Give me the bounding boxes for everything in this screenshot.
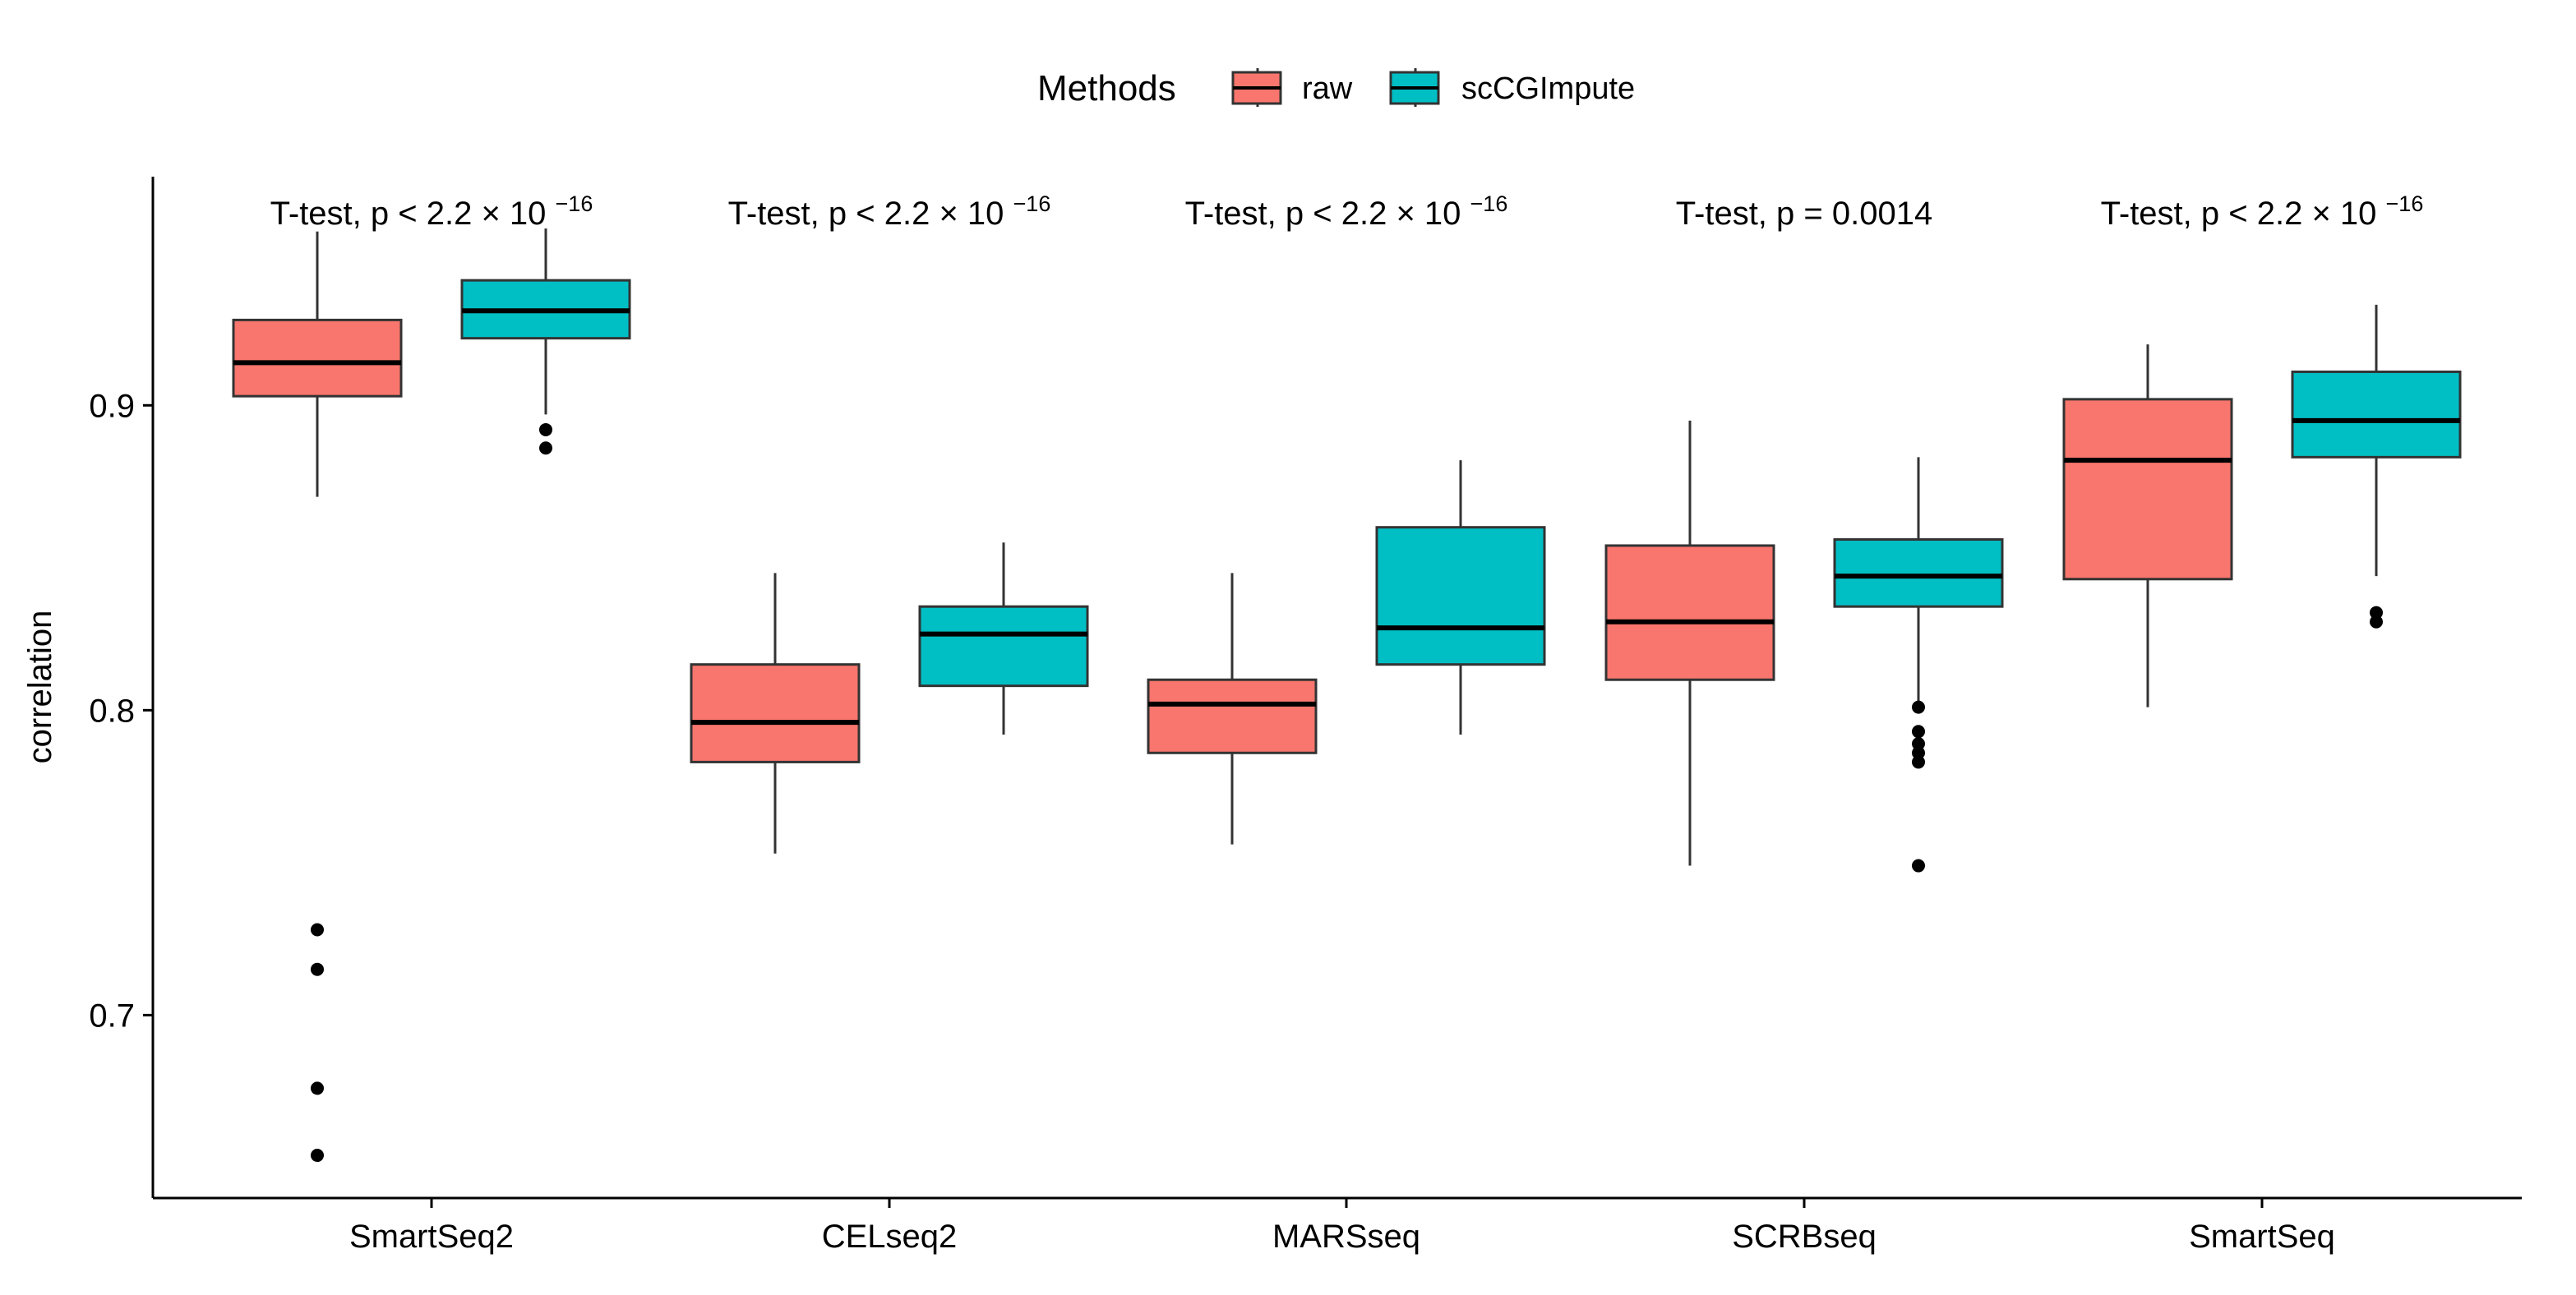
- box-raw-smartseq2: [232, 318, 403, 398]
- box-raw-marsseq: [1147, 678, 1318, 754]
- outlier-raw-smartseq2-3: [311, 1149, 324, 1163]
- x-tick-label-smartseq: SmartSeq: [2189, 1219, 2335, 1255]
- outlier-sccgimpute-scrbseq-4: [1912, 755, 1925, 769]
- outlier-sccgimpute-scrbseq-5: [1912, 859, 1925, 873]
- annotation-scrbseq-text: T-test, p = 0.0014: [1676, 196, 1932, 232]
- annotation-marsseq-text: T-test, p < 2.2 × 10: [1185, 196, 1461, 232]
- annotation-marsseq-exponent: −16: [1470, 191, 1508, 216]
- box-sccgimpute-smartseq: [2291, 370, 2462, 459]
- annotation-smartseq2: T-test, p < 2.2 × 10 −16: [270, 191, 593, 232]
- annotation-celseq2: T-test, p < 2.2 × 10 −16: [728, 191, 1051, 232]
- annotation-celseq2-text: T-test, p < 2.2 × 10: [728, 196, 1004, 232]
- legend-key-sccgimpute: [1389, 68, 1440, 107]
- legend-title: Methods: [1037, 68, 1176, 108]
- outlier-sccgimpute-scrbseq-2: [1912, 737, 1925, 751]
- annotation-smartseq-text: T-test, p < 2.2 × 10: [2101, 196, 2377, 232]
- box-raw-smartseq: [2062, 398, 2233, 581]
- annotation-smartseq2-text: T-test, p < 2.2 × 10: [270, 196, 547, 232]
- annotation-smartseq: T-test, p < 2.2 × 10 −16: [2101, 191, 2424, 232]
- box-sccgimpute-scrbseq: [1833, 538, 2004, 608]
- x-tick-label-smartseq2: SmartSeq2: [349, 1219, 514, 1255]
- box-raw-celseq2: [690, 663, 861, 763]
- outlier-sccgimpute-smartseq2-0: [539, 422, 552, 436]
- box-sccgimpute-marsseq: [1375, 526, 1546, 666]
- box-raw-scrbseq: [1604, 544, 1775, 681]
- box-sccgimpute-celseq2: [918, 605, 1089, 688]
- y-ticks: 0.7 0.8 0.9: [89, 388, 153, 1034]
- legend-label-raw: raw: [1302, 71, 1353, 106]
- outlier-sccgimpute-scrbseq-3: [1912, 746, 1925, 760]
- annotation-celseq2-exponent: −16: [1013, 191, 1051, 216]
- annotations: T-test, p < 2.2 × 10 −16 T-test, p < 2.2…: [270, 191, 2424, 232]
- outlier-sccgimpute-scrbseq-1: [1912, 725, 1925, 739]
- annotation-scrbseq: T-test, p = 0.0014: [1676, 196, 1932, 232]
- annotation-smartseq-exponent: −16: [2386, 191, 2424, 216]
- legend-key-raw: [1231, 68, 1282, 107]
- outlier-sccgimpute-smartseq-0: [2370, 606, 2383, 620]
- outlier-sccgimpute-smartseq2-1: [539, 441, 552, 455]
- legend: Methods raw scCGImpute: [1037, 68, 1635, 108]
- y-tick-label-1: 0.8: [89, 693, 135, 729]
- outlier-raw-smartseq2-2: [311, 1081, 324, 1095]
- outlier-sccgimpute-scrbseq-0: [1912, 700, 1925, 714]
- legend-label-sccgimpute: scCGImpute: [1461, 71, 1635, 106]
- annotation-marsseq: T-test, p < 2.2 × 10 −16: [1185, 191, 1508, 232]
- y-tick-label-0: 0.7: [89, 998, 135, 1034]
- x-ticks: SmartSeq2 CELseq2 MARSseq SCRBseq SmartS…: [349, 1198, 2335, 1255]
- x-tick-label-marsseq: MARSseq: [1272, 1219, 1420, 1255]
- outlier-raw-smartseq2-0: [311, 923, 324, 937]
- annotation-smartseq2-exponent: −16: [556, 191, 593, 216]
- x-tick-label-celseq2: CELseq2: [822, 1219, 958, 1255]
- y-tick-label-2: 0.9: [89, 388, 135, 424]
- y-axis-title: correlation: [22, 611, 58, 764]
- outlier-raw-smartseq2-1: [311, 962, 324, 976]
- plot-area: [232, 228, 2462, 1163]
- outlier-sccgimpute-smartseq-1: [2370, 615, 2383, 629]
- x-tick-label-scrbseq: SCRBseq: [1732, 1219, 1877, 1255]
